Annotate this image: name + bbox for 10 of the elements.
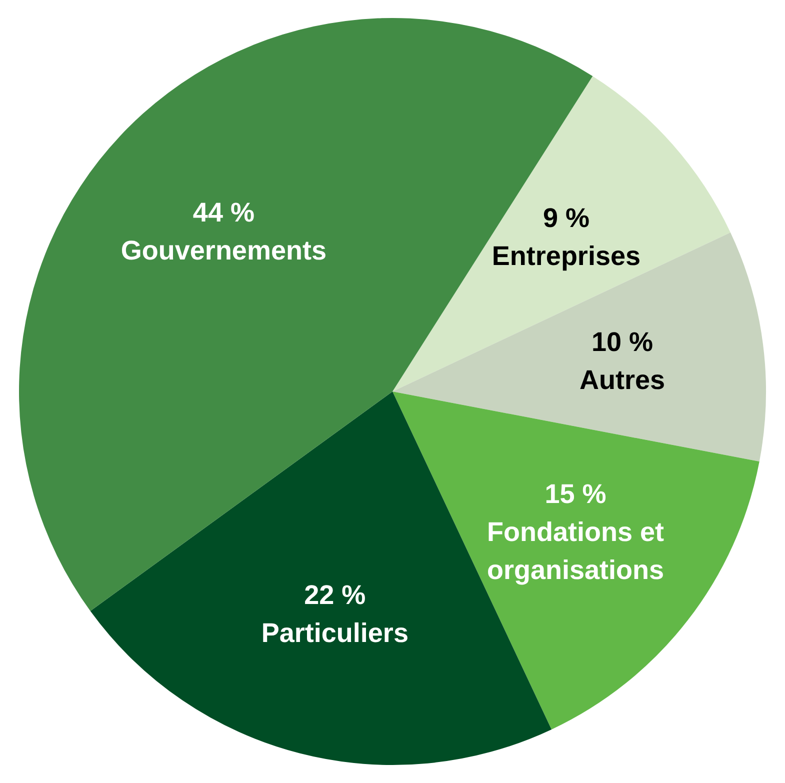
- slice-label: Particuliers: [261, 618, 408, 648]
- slice-label: Autres: [579, 364, 666, 395]
- data-label: 22 %: [304, 580, 366, 610]
- slice-label: Fondations et organisations: [486, 516, 664, 585]
- slice-label: Entreprises: [492, 240, 640, 271]
- data-label: 9 %: [542, 202, 590, 233]
- slice-label: Gouvernements: [120, 235, 326, 266]
- data-label: 15 %: [544, 478, 606, 509]
- data-label: 44 %: [192, 197, 254, 228]
- data-label: 10 %: [591, 326, 654, 357]
